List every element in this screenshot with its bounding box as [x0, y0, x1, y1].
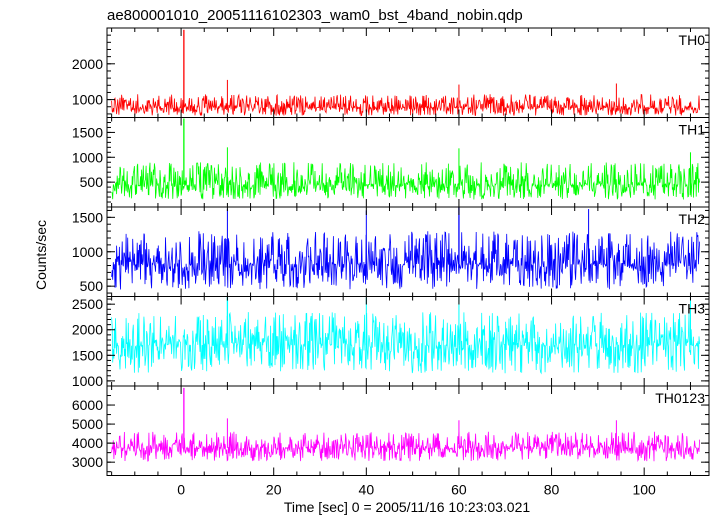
x-tick-label: 0 — [177, 482, 185, 498]
y-tick-label: 500 — [80, 278, 104, 294]
x-tick-label: 60 — [451, 482, 467, 498]
y-tick-label: 1000 — [72, 244, 103, 260]
y-tick-label: 5000 — [72, 416, 103, 432]
y-axis-label: Counts/sec — [33, 220, 49, 290]
y-tick-label: 1500 — [72, 124, 103, 140]
series-line-th2 — [111, 231, 700, 290]
panel-th3: 1000 1500 2000 2500 TH3 — [72, 296, 710, 389]
panel-label-th2: TH2 — [679, 211, 706, 227]
y-tick-label: 2500 — [72, 296, 103, 312]
y-tick-label: 2000 — [72, 322, 103, 338]
y-tick-label: 4000 — [72, 435, 103, 451]
x-axis-label: Time [sec] 0 = 2005/11/16 10:23:03.021 — [284, 499, 531, 515]
y-tick-label: 1000 — [72, 373, 103, 389]
panel-th0: 1000 2000 TH0 — [72, 27, 710, 118]
chart-title: ae800001010_20051116102303_wam0_bst_4ban… — [107, 7, 523, 24]
y-tick-label: 1000 — [72, 149, 103, 165]
series-line-th1 — [111, 162, 700, 200]
y-tick-label: 6000 — [72, 397, 103, 413]
panel-th0123: 3000 4000 5000 6000 TH0123 — [72, 385, 710, 476]
panel-label-th0123: TH0123 — [655, 390, 705, 406]
y-tick-label: 1000 — [72, 92, 103, 108]
panel-th1: 500 1000 1500 TH1 — [72, 117, 710, 208]
x-tick-label: 40 — [359, 482, 375, 498]
y-tick-label: 3000 — [72, 454, 103, 470]
panel-th2: 500 1000 1500 TH2 — [72, 206, 710, 297]
series-line-th0 — [111, 93, 700, 117]
y-tick-label: 1500 — [72, 209, 103, 225]
panel-label-th3: TH3 — [679, 301, 706, 317]
y-tick-label: 1500 — [72, 347, 103, 363]
series-line-th3 — [111, 311, 700, 375]
panel-label-th0: TH0 — [679, 32, 706, 48]
x-tick-label: 80 — [544, 482, 560, 498]
panel-frame — [106, 385, 710, 476]
x-tick-label: 20 — [266, 482, 282, 498]
panel-frame — [106, 117, 710, 208]
panel-label-th1: TH1 — [679, 122, 706, 138]
y-tick-label: 500 — [80, 174, 104, 190]
y-tick-label: 2000 — [72, 56, 103, 72]
series-line-th0123 — [111, 431, 700, 462]
x-tick-label: 100 — [632, 482, 656, 498]
